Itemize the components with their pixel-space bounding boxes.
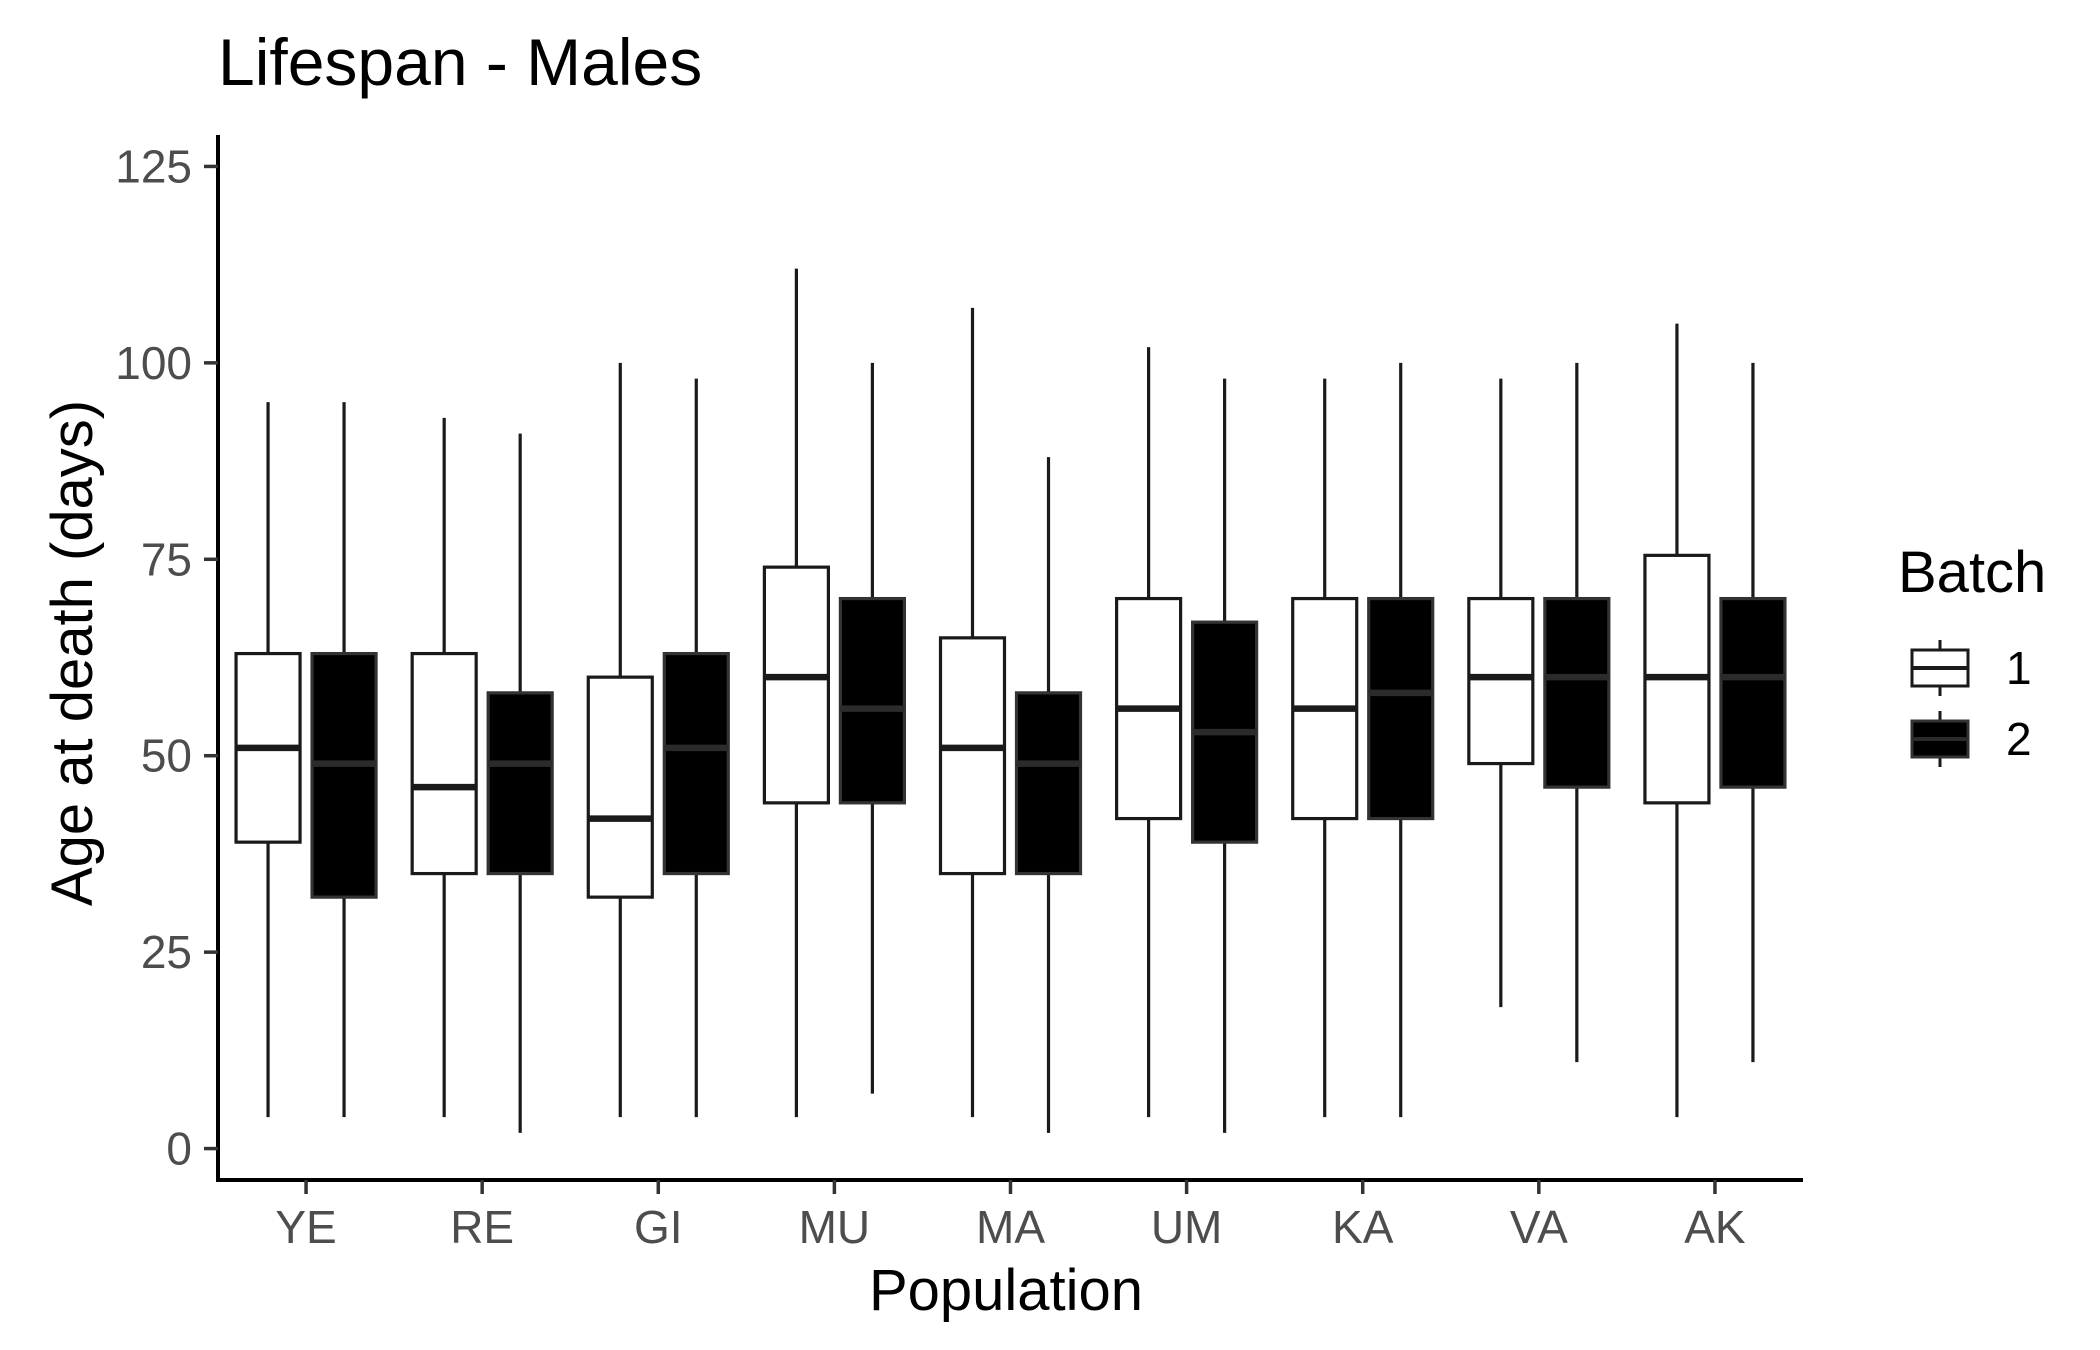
x-axis-title: Population [869, 1258, 1143, 1323]
box-iqr [662, 651, 730, 876]
y-tick-label: 125 [115, 140, 192, 192]
box-AK-batch-1 [1643, 323, 1711, 1118]
box-iqr [486, 691, 554, 876]
box-iqr [762, 565, 830, 805]
box-UM-batch-2 [1191, 378, 1259, 1133]
y-axis-title: Age at death (days) [40, 400, 105, 906]
box-VA-batch-2 [1543, 362, 1611, 1063]
box-iqr [1367, 596, 1435, 821]
box-VA-batch-1 [1467, 378, 1535, 1008]
box-YE-batch-2 [310, 402, 378, 1118]
box-MU-batch-1 [762, 268, 830, 1118]
box-RE-batch-2 [486, 433, 554, 1133]
box-iqr [1467, 596, 1535, 766]
box-RE-batch-1 [410, 417, 478, 1118]
y-tick-label: 75 [141, 533, 192, 585]
x-tick-label: YE [275, 1201, 336, 1253]
box-AK-batch-2 [1719, 362, 1787, 1063]
x-tick-label: MA [976, 1201, 1045, 1253]
chart-title: Lifespan - Males [218, 25, 702, 99]
y-tick-label: 25 [141, 926, 192, 978]
box-MA-batch-1 [938, 307, 1007, 1118]
box-GI-batch-1 [586, 362, 654, 1118]
box-iqr [1543, 596, 1611, 789]
box-iqr [410, 651, 478, 876]
legend-item-batch-1: 1 [1910, 640, 2032, 696]
legend-label: 2 [2006, 713, 2032, 765]
x-axis: YE RE GI MU MA UM KA VA AK [275, 1180, 1746, 1253]
x-tick-label: UM [1151, 1201, 1223, 1253]
y-axis: 0 25 50 75 100 125 [115, 140, 218, 1175]
x-tick-label: VA [1510, 1201, 1568, 1253]
box-iqr [586, 675, 654, 899]
box-UM-batch-1 [1115, 347, 1183, 1118]
legend: Batch 1 2 [1898, 540, 2046, 767]
legend-title: Batch [1898, 540, 2046, 605]
legend-item-batch-2: 2 [1910, 711, 2032, 767]
legend-label: 1 [2006, 642, 2032, 694]
y-tick-label: 50 [141, 730, 192, 782]
box-iqr [310, 651, 378, 899]
box-KA-batch-2 [1367, 362, 1435, 1118]
x-tick-label: AK [1684, 1201, 1746, 1253]
box-iqr [838, 596, 906, 805]
box-MA-batch-2 [1014, 457, 1083, 1133]
box-KA-batch-1 [1291, 378, 1359, 1118]
box-YE-batch-1 [234, 402, 302, 1118]
x-tick-label: RE [450, 1201, 514, 1253]
box-MU-batch-2 [838, 362, 906, 1094]
plot-area [234, 268, 1787, 1133]
y-tick-label: 0 [166, 1123, 192, 1175]
y-tick-label: 100 [115, 337, 192, 389]
box-GI-batch-2 [662, 378, 730, 1118]
x-tick-label: MU [799, 1201, 871, 1253]
box-iqr [1014, 691, 1083, 876]
x-tick-label: KA [1332, 1201, 1394, 1253]
box-iqr [938, 636, 1007, 876]
box-iqr [1719, 596, 1787, 789]
x-tick-label: GI [634, 1201, 683, 1253]
